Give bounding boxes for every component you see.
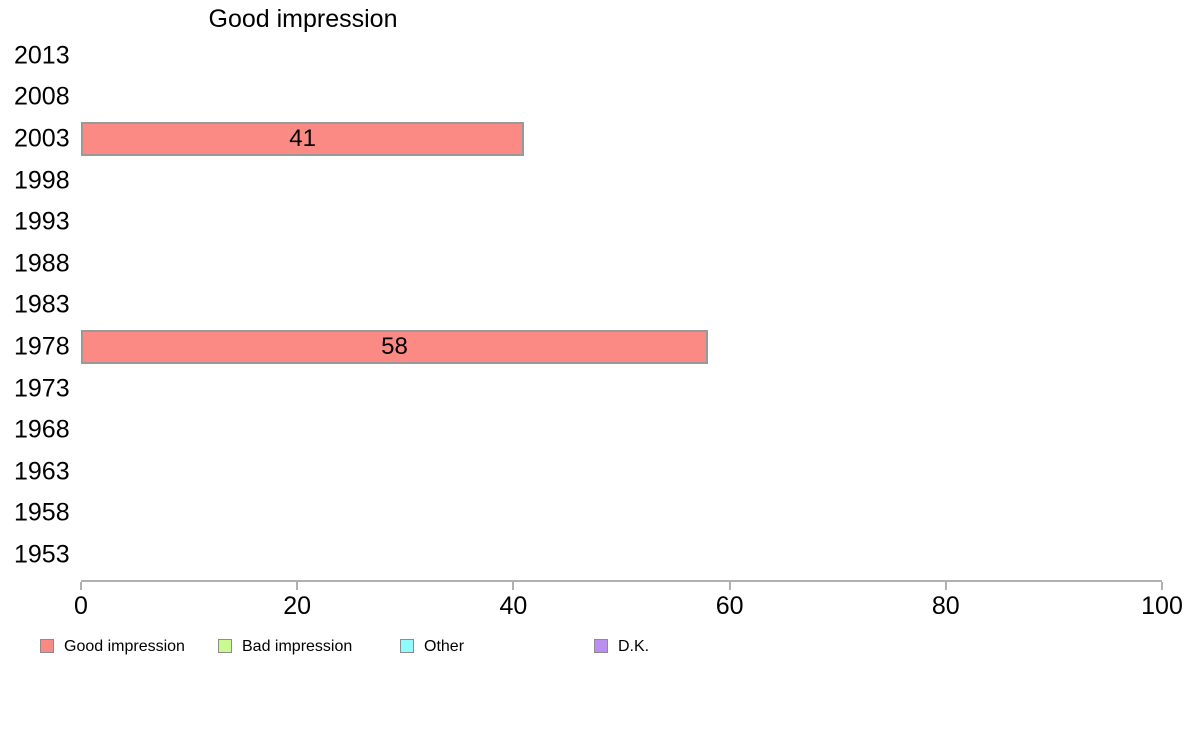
x-axis-tick xyxy=(296,582,299,590)
x-axis-tick-label: 60 xyxy=(715,592,744,620)
chart-row: 2003 41 xyxy=(0,118,1188,160)
y-axis-label: 1973 xyxy=(14,374,70,403)
y-axis-label: 1963 xyxy=(14,457,70,486)
legend-swatch xyxy=(594,639,608,653)
bar-value-label: 41 xyxy=(289,124,316,152)
x-axis-tick-label: 0 xyxy=(74,592,88,620)
bar-good-impression: 41 xyxy=(81,121,525,156)
x-axis-line xyxy=(81,580,1162,582)
x-axis-tick-label: 40 xyxy=(499,592,528,620)
chart-row: 1993 xyxy=(0,201,1188,243)
chart-row: 1998 xyxy=(0,160,1188,202)
legend-swatch xyxy=(218,639,232,653)
chart-row: 1978 58 xyxy=(0,326,1188,368)
plot-area: 2013 2008 2003 41 1998 1993 1988 1983 1978 58 1973… xyxy=(0,35,1188,576)
y-axis-label: 1953 xyxy=(14,540,70,569)
chart-row: 2013 xyxy=(0,35,1188,77)
chart-title: Good impression xyxy=(208,5,398,33)
chart-row: 1988 xyxy=(0,243,1188,285)
bar-value-label: 58 xyxy=(381,332,408,360)
y-axis-label: 1958 xyxy=(14,498,70,527)
chart-row: 1953 xyxy=(0,534,1188,576)
y-axis-label: 2003 xyxy=(14,124,70,153)
x-axis-tick-label: 20 xyxy=(283,592,312,620)
y-axis-label: 1988 xyxy=(14,249,70,278)
chart-row: 1968 xyxy=(0,409,1188,451)
bar-good-impression: 58 xyxy=(81,329,708,364)
legend-label: Other xyxy=(424,638,465,655)
x-axis-tick xyxy=(728,582,731,590)
chart-row: 1983 xyxy=(0,285,1188,327)
y-axis-label: 1998 xyxy=(14,166,70,195)
x-axis-tick xyxy=(512,582,515,590)
x-axis-tick-label: 80 xyxy=(931,592,960,620)
chart-row: 1973 xyxy=(0,368,1188,410)
x-axis-tick xyxy=(944,582,947,590)
legend-label: Good impression xyxy=(64,638,185,655)
legend-swatch xyxy=(400,639,414,653)
x-axis-tick xyxy=(80,582,82,590)
y-axis-label: 1968 xyxy=(14,415,70,444)
y-axis-label: 1983 xyxy=(14,290,70,319)
chart-row: 1963 xyxy=(0,451,1188,493)
y-axis-label: 2008 xyxy=(14,82,70,111)
legend-label: D.K. xyxy=(618,638,650,655)
x-axis-tick-label: 100 xyxy=(1141,592,1183,620)
y-axis-label: 1993 xyxy=(14,207,70,236)
y-axis-label: 1978 xyxy=(14,332,70,361)
x-axis-tick xyxy=(1161,582,1163,590)
legend-swatch xyxy=(40,639,54,653)
y-axis-label: 2013 xyxy=(14,41,70,70)
chart-row: 1958 xyxy=(0,493,1188,535)
legend-label: Bad impression xyxy=(242,638,353,655)
chart-row: 2008 xyxy=(0,77,1188,119)
